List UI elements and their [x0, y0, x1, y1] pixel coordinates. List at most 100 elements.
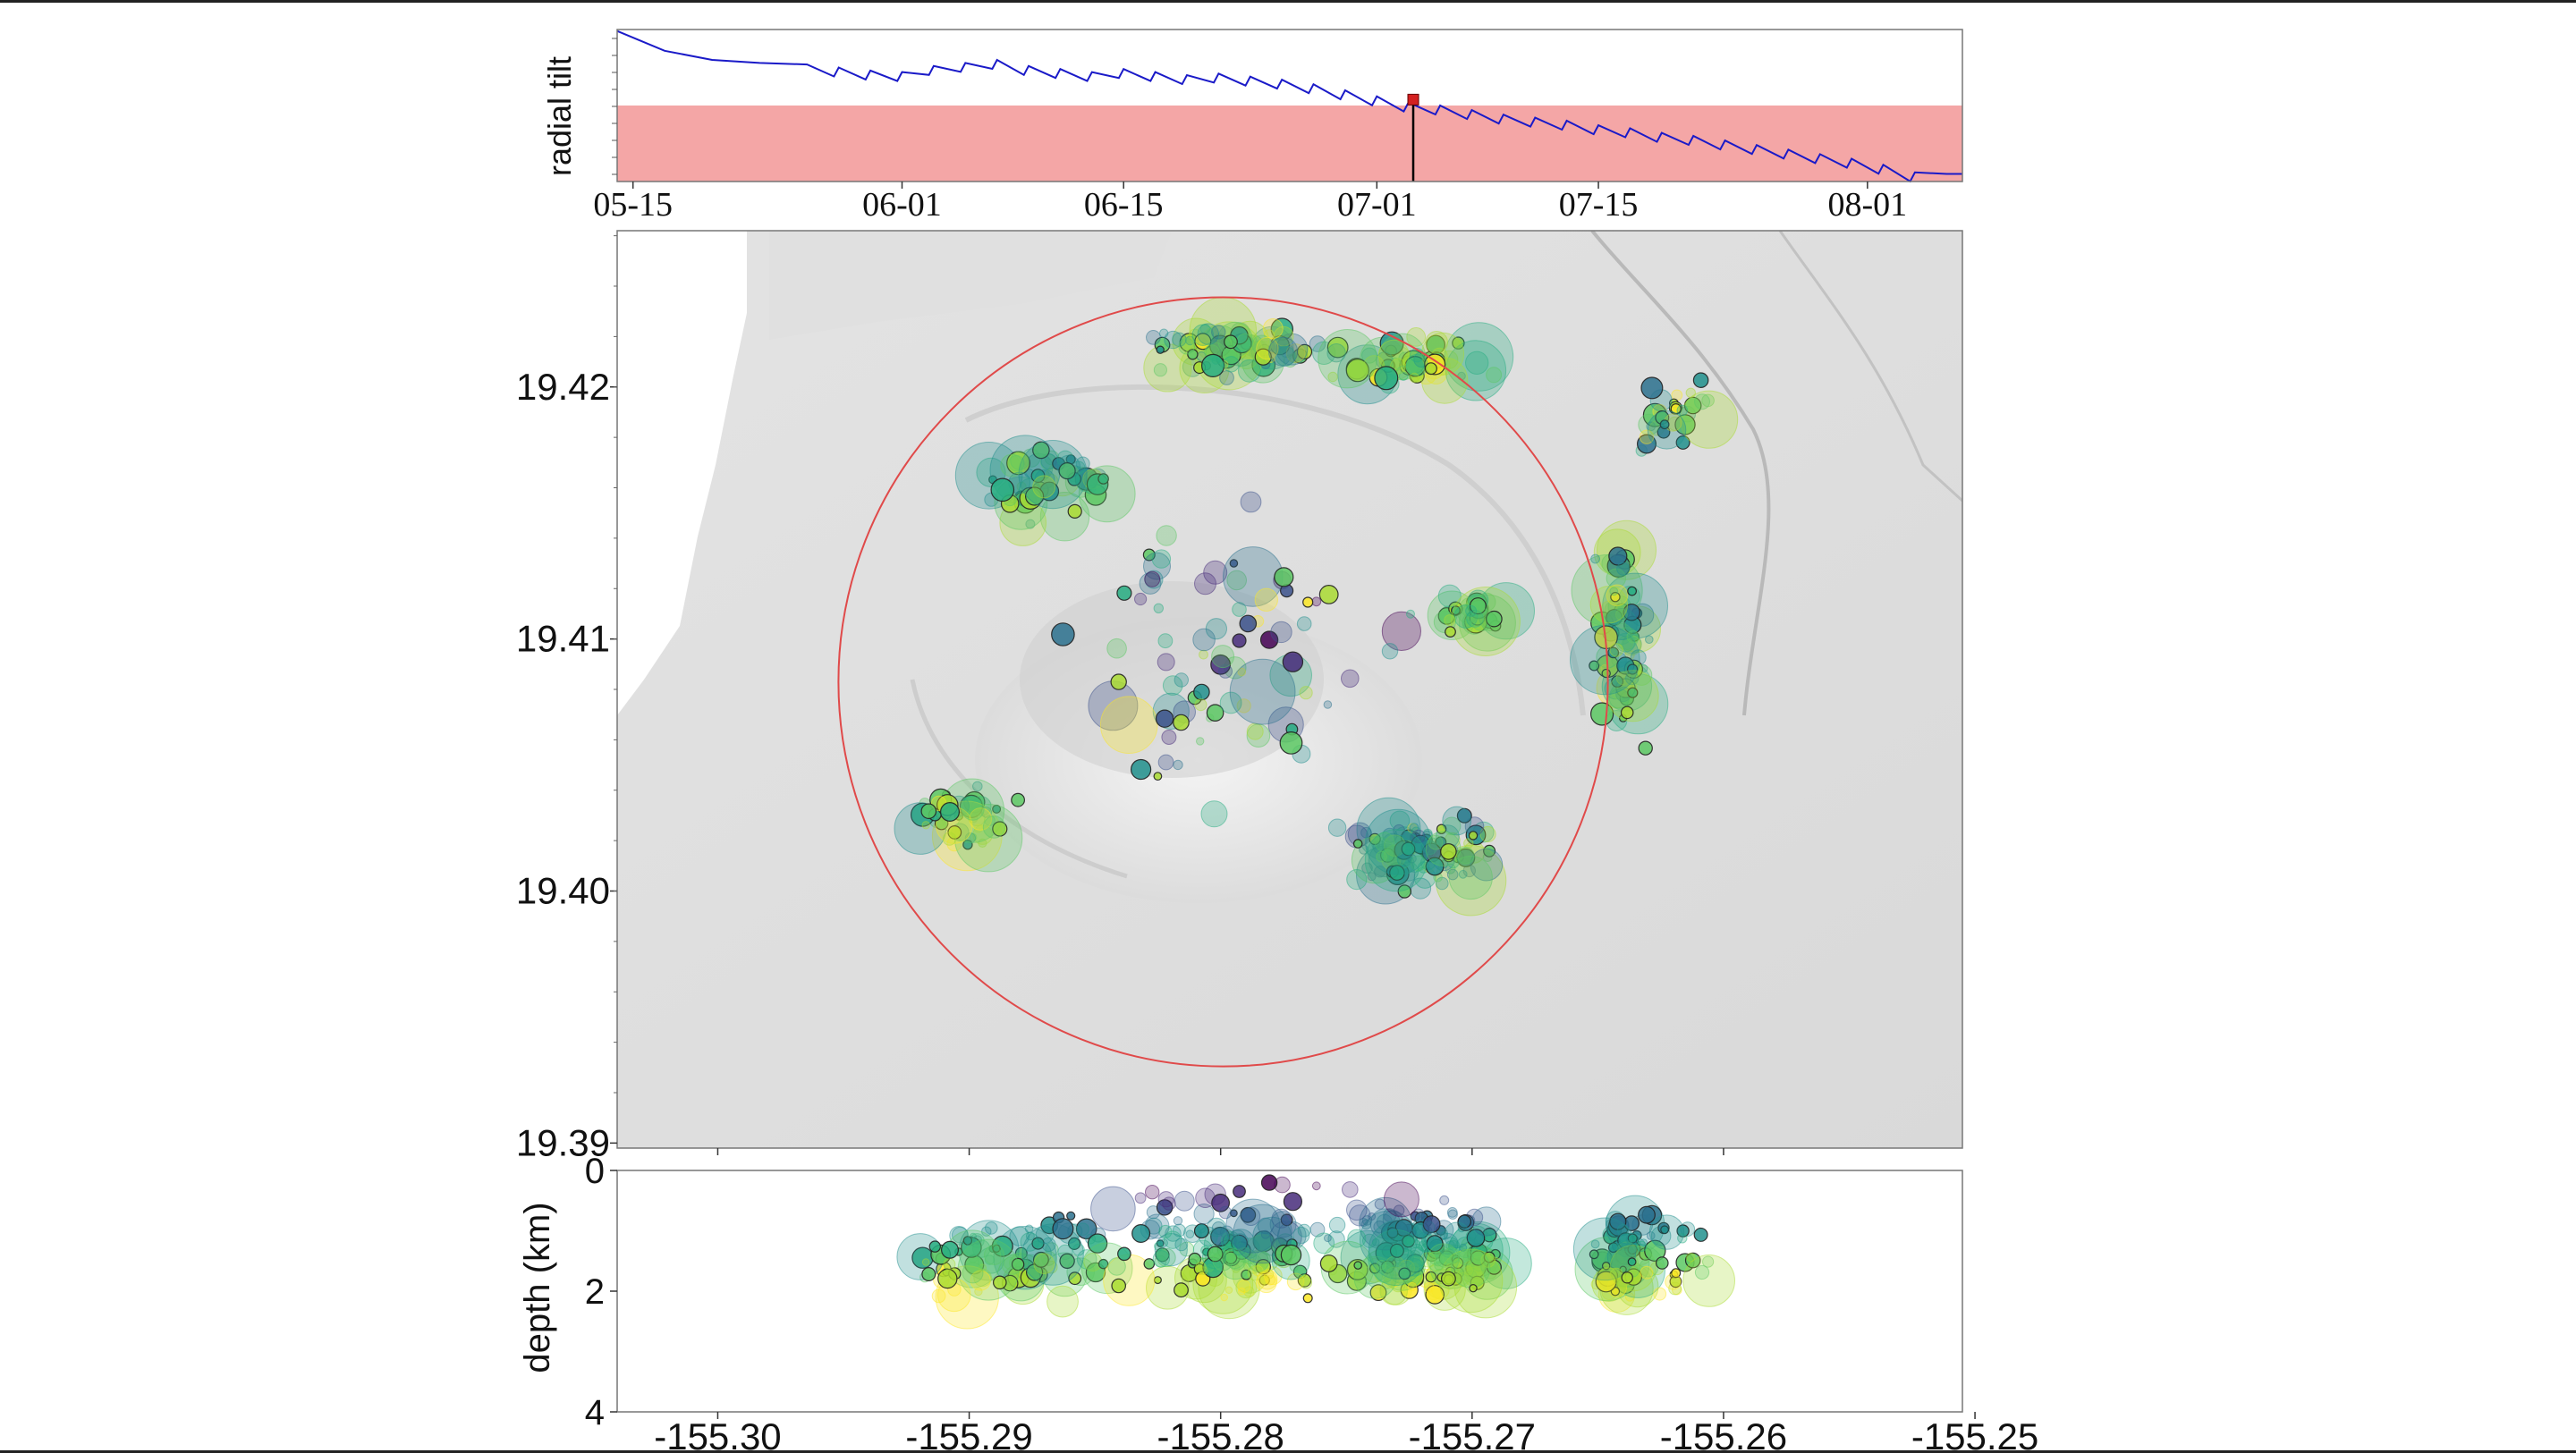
earthquake-point	[1589, 586, 1629, 624]
earthquake-point	[1486, 610, 1503, 628]
earthquake-point	[1326, 336, 1349, 359]
earthquake-point	[1448, 855, 1493, 900]
earthquake-point	[1440, 843, 1457, 860]
earthquake-point	[1194, 572, 1216, 596]
earthquake-point	[1192, 628, 1216, 652]
earthquake-point	[1374, 366, 1399, 391]
earthquake-point	[942, 832, 957, 846]
depth-point	[1145, 1185, 1160, 1200]
earthquake-point	[1153, 772, 1163, 781]
earthquake-point	[1156, 345, 1165, 354]
earthquake-point	[1018, 439, 1088, 510]
depth-point	[1693, 1227, 1708, 1242]
earthquake-point	[1570, 624, 1640, 696]
depth-point	[1677, 1233, 1688, 1244]
depth-point	[1300, 1276, 1312, 1289]
earthquake-point	[1232, 633, 1247, 648]
depth-point	[1411, 1208, 1425, 1221]
depth-point	[1440, 1271, 1456, 1287]
depth-panel: 0 2 4 -155.30 -155.29 -155.28 -155.27 -155.26 -1…	[518, 1152, 2038, 1453]
tilt-axes-frame	[616, 29, 1963, 182]
depth-point	[1173, 1216, 1183, 1226]
depth-point	[921, 1258, 930, 1266]
current-value-marker	[1407, 93, 1419, 106]
depth-point	[1188, 1252, 1202, 1266]
earthquake-point	[1645, 635, 1654, 645]
depth-point	[1292, 1227, 1310, 1244]
depth-ticks: 0 2 4 -155.30 -155.29 -155.28 -155.27 -155.26 -1…	[585, 1152, 2039, 1453]
earthquake-point	[1326, 343, 1346, 363]
depth-point	[1195, 1187, 1216, 1208]
depth-point	[1154, 1241, 1164, 1252]
earthquake-point	[1240, 491, 1262, 513]
depth-point	[1376, 1259, 1387, 1271]
depth-point	[1572, 1217, 1637, 1281]
depth-point	[1173, 1223, 1186, 1238]
earthquake-point	[1134, 592, 1148, 606]
earthquake-point	[1424, 362, 1437, 376]
earthquake-point	[1685, 387, 1697, 398]
depth-point	[1131, 1223, 1151, 1243]
map-panel: 19.39 19.40 19.41 19.42	[516, 230, 1963, 1163]
earthquake-point	[1694, 393, 1710, 410]
tilt-y-label: radial tilt	[541, 56, 578, 176]
earthquake-point	[1450, 587, 1521, 656]
depth-point	[1457, 1214, 1472, 1229]
earthquake-point	[1203, 560, 1228, 585]
earthquake-point	[1226, 570, 1247, 591]
tilt-x-tick-label: 07-01	[1337, 186, 1417, 224]
earthquake-point	[1647, 410, 1687, 450]
depth-point	[1616, 1223, 1630, 1237]
earthquake-point	[1173, 714, 1190, 731]
earthquake-point	[1268, 336, 1299, 367]
earthquake-point	[1191, 324, 1215, 346]
depth-point	[1302, 1293, 1313, 1304]
earthquake-point	[1345, 359, 1369, 383]
depth-point	[1224, 1286, 1233, 1295]
depth-point	[1156, 1199, 1174, 1216]
earthquake-point	[1116, 585, 1132, 601]
earthquake-point	[1638, 740, 1653, 756]
depth-point	[1653, 1287, 1667, 1301]
earthquake-point	[1219, 691, 1242, 714]
earthquake-point	[1616, 562, 1630, 576]
earthquake-point	[1445, 626, 1456, 638]
depth-point	[1025, 1263, 1044, 1281]
earthquake-point	[1153, 603, 1165, 613]
depth-point	[1090, 1186, 1136, 1232]
depth-point	[1328, 1216, 1346, 1234]
depth-point	[1052, 1218, 1074, 1240]
depth-point	[1158, 1224, 1173, 1239]
depth-x-tick-label: -155.26	[1660, 1415, 1787, 1453]
depth-y-tick-label: 2	[585, 1272, 605, 1312]
earthquake-point	[982, 815, 1006, 839]
earthquake-point	[1032, 475, 1056, 499]
earthquake-point	[1389, 810, 1411, 832]
earthquake-point	[1626, 629, 1640, 644]
earthquake-point	[1341, 669, 1360, 688]
earthquake-point	[1365, 808, 1431, 875]
earthquake-point	[1254, 348, 1272, 366]
map-earthquake-points	[894, 297, 1739, 917]
earthquake-point	[1318, 329, 1377, 389]
depth-point	[1195, 1262, 1207, 1273]
depth-point	[1423, 1281, 1435, 1293]
depth-point	[1671, 1268, 1682, 1279]
depth-point	[1640, 1265, 1654, 1280]
earthquake-point	[1237, 667, 1247, 677]
earthquake-point	[1246, 722, 1264, 740]
earthquake-point	[1011, 792, 1025, 807]
earthquake-point	[1318, 585, 1339, 604]
depth-y-tick-label: 4	[585, 1393, 605, 1432]
depth-point	[1185, 1229, 1195, 1238]
earthquake-point	[1130, 758, 1152, 781]
depth-point	[1665, 1273, 1682, 1290]
depth-point	[1609, 1243, 1618, 1251]
earthquake-point	[1625, 671, 1640, 686]
earthquake-point	[1032, 441, 1050, 460]
depth-point	[1327, 1230, 1345, 1248]
depth-point	[1382, 1225, 1398, 1241]
earthquake-point	[1223, 356, 1240, 373]
depth-point	[1033, 1253, 1055, 1274]
earthquake-point	[1110, 673, 1127, 690]
